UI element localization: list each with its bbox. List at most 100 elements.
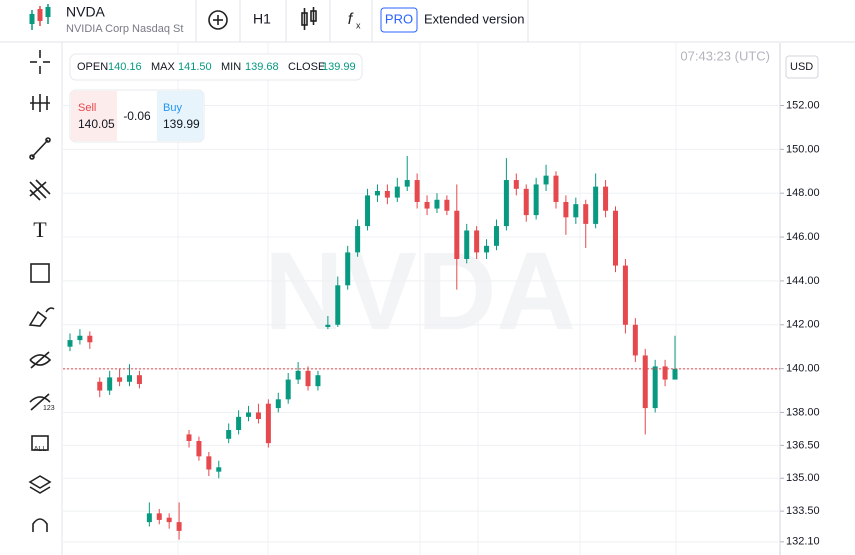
candle-body (345, 252, 351, 286)
svg-text:x: x (356, 20, 361, 30)
candle-body (474, 230, 480, 253)
currency-box[interactable] (785, 55, 819, 79)
currency: USD (790, 61, 813, 73)
min-value: 139.68 (245, 61, 279, 73)
candle-body (652, 366, 658, 409)
svg-text:f: f (348, 11, 354, 28)
candle-body (374, 191, 380, 196)
candle-body (246, 412, 252, 417)
candle-body (563, 201, 569, 218)
interval-button[interactable]: H1 (253, 11, 271, 27)
candle-body (642, 355, 648, 409)
shape-tool[interactable] (30, 263, 50, 283)
candle-body (196, 440, 202, 457)
candle-body (146, 513, 152, 523)
candle-body (424, 201, 430, 209)
spread: -0.06 (123, 109, 151, 123)
candle-body (355, 226, 361, 253)
close-value: 139.99 (322, 61, 356, 73)
candle-body (295, 370, 301, 380)
sell-price: 140.05 (78, 117, 115, 131)
candle-body (275, 399, 281, 409)
y-tick-label: 135.00 (786, 472, 820, 484)
candle-body (206, 456, 212, 470)
candle-body (335, 285, 341, 325)
y-tick-label: 144.00 (786, 275, 820, 287)
candle-body (325, 324, 331, 327)
y-tick-label: 148.00 (786, 187, 820, 199)
remove-all-tool[interactable]: ALL (31, 435, 49, 453)
candle-body (394, 186, 400, 198)
candle-body (503, 180, 509, 227)
watermark: NVDA (264, 230, 576, 353)
vertical-grid (177, 43, 677, 555)
sell-label: Sell (78, 102, 96, 114)
candle-body (543, 175, 549, 185)
candle-body (107, 377, 113, 391)
open-value: 140.16 (108, 61, 142, 73)
candle-body (553, 175, 559, 202)
candle-body (603, 186, 609, 211)
candle-body (404, 180, 410, 187)
hide-indicators-tool[interactable]: 123 (29, 393, 55, 412)
plot: 152.00 150.00 148.00 146.00 144.00 142.00 140.… (63, 99, 820, 548)
bars-tool[interactable] (30, 94, 50, 112)
sell-button[interactable] (71, 91, 117, 141)
magnet-tool[interactable] (32, 518, 48, 532)
buy-button[interactable] (157, 91, 203, 141)
close-label: CLOSE (288, 61, 325, 73)
top-bar (0, 0, 855, 42)
candle-body (186, 434, 192, 441)
candle-body (444, 199, 450, 211)
candle-body (226, 430, 232, 439)
trendline-tool[interactable] (29, 137, 51, 160)
buy-label: Buy (163, 102, 182, 114)
max-label: MAX (151, 61, 176, 73)
y-tick-label: 146.00 (786, 231, 820, 243)
ohlc-legend (69, 53, 363, 81)
candle-body (434, 199, 440, 209)
symbol[interactable]: NVDA (66, 4, 106, 20)
pro-badge-box[interactable] (380, 7, 418, 33)
y-tick-label: 133.50 (786, 505, 820, 517)
candle-body (67, 340, 73, 347)
y-tick-label: 152.00 (786, 99, 820, 111)
hide-drawings-tool[interactable] (29, 351, 52, 369)
brush-tool[interactable] (28, 307, 55, 327)
candle-body (573, 204, 579, 218)
candle-body (127, 375, 133, 382)
compare-button[interactable] (208, 10, 228, 30)
candle-body (523, 188, 529, 216)
clock: 07:43:23 (UTC) (680, 48, 770, 63)
y-tick-label: 138.00 (786, 406, 820, 418)
candle-body (593, 186, 599, 224)
extended-version[interactable]: Extended version (424, 11, 524, 26)
chart-type-button[interactable] (301, 7, 317, 30)
candle-body (87, 335, 93, 343)
candle-body (365, 195, 371, 227)
candle-body (672, 368, 678, 380)
y-tick-label: 140.00 (786, 363, 820, 375)
y-tick-label: 150.00 (786, 143, 820, 155)
text-tool[interactable]: T (33, 217, 47, 242)
crosshair-tool[interactable] (30, 50, 50, 74)
candle-body (166, 517, 172, 523)
candle-body (117, 377, 123, 382)
layers-tool[interactable] (28, 475, 52, 494)
symbol-description: NVIDIA Corp Nasdaq St (66, 23, 183, 35)
open-label: OPEN (77, 61, 108, 73)
candle-body (622, 265, 628, 325)
candle-body (454, 210, 460, 259)
fib-tool[interactable] (29, 179, 51, 201)
candle-body (265, 403, 271, 444)
candle-body (662, 366, 668, 380)
y-tick-label: 136.50 (786, 439, 820, 451)
candle-body (384, 191, 390, 198)
svg-text:123: 123 (43, 405, 55, 412)
candle-body (315, 375, 321, 387)
candle-body (414, 180, 420, 202)
candle-body (464, 230, 470, 259)
